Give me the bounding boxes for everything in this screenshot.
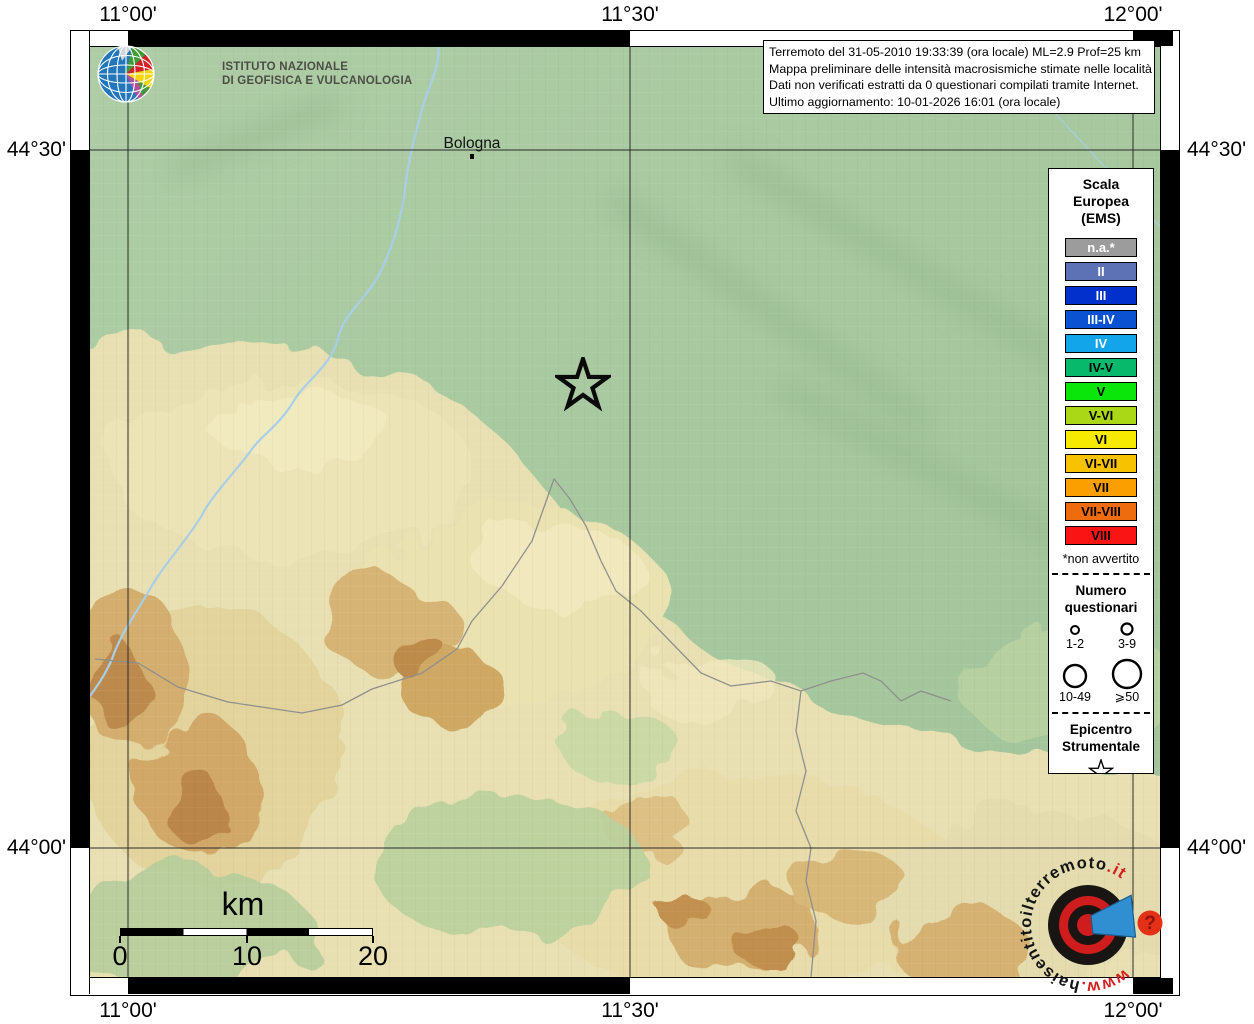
frame-band-bottom-left (128, 978, 630, 994)
lon-label-top-2: 12°00' (1103, 3, 1163, 26)
question-mark-badge: ? (1137, 910, 1163, 936)
lat-label-right-0: 44°30' (1187, 138, 1247, 161)
legend-class-ii: II (1049, 259, 1153, 283)
admin-boundary-south (795, 690, 817, 977)
river (90, 47, 440, 698)
epicenter-star (555, 357, 611, 412)
legend-class-iii-iv: III-IV (1049, 307, 1153, 331)
hills (90, 339, 1160, 977)
circle-xlarge-icon (1111, 658, 1143, 690)
lat-label-right-1: 44°00' (1187, 836, 1247, 859)
map-area: Bologna (89, 46, 1161, 978)
svg-text:?: ? (1144, 913, 1156, 934)
scalebar-label-10: 10 (231, 941, 263, 971)
frame-band-left (71, 150, 89, 848)
legend-questionnaires-title: Numero questionari (1064, 583, 1138, 615)
legend-class-viii: VIII (1049, 523, 1153, 547)
admin-boundary (94, 477, 952, 714)
size-50plus: ⩾50 (1101, 658, 1153, 705)
legend-title: Scala Europea (EMS) (1072, 176, 1129, 226)
circle-small-icon (1070, 625, 1080, 635)
frame-corner-line (1172, 31, 1173, 46)
haisentitoilterremoto-logo: ? www.haisentitoilterremoto.it (1017, 854, 1163, 996)
legend-footnote: *non avvertito (1062, 552, 1140, 566)
ingv-org-line1: ISTITUTO NAZIONALE (222, 59, 349, 73)
frame-band-top-left (128, 31, 630, 46)
info-line-questionnaires: Dati non verificati estratti da 0 questi… (769, 78, 1139, 92)
lat-label-left-0: 44°30' (6, 138, 66, 161)
legend-divider (1052, 712, 1150, 714)
frame-corner-line (89, 31, 90, 46)
legend-class-na: n.a.* (1049, 235, 1153, 259)
lon-label-bottom-0: 11°00' (99, 999, 157, 1022)
star-icon (1087, 757, 1115, 773)
legend-divider (1052, 573, 1150, 575)
legend-class-v: V (1049, 379, 1153, 403)
size-3-9: 3-9 (1101, 621, 1153, 652)
frame-corner-line (89, 978, 90, 994)
ingv-logo-block: ISTITUTO NAZIONALE DI GEOFISICA E VULCAN… (96, 44, 420, 104)
megaphone-icon (1090, 894, 1137, 938)
legend-panel: Scala Europea (EMS) n.a.* II III III-IV … (1048, 168, 1154, 774)
size-10-49: 10-49 (1049, 658, 1101, 705)
scalebar-label-0: 0 (112, 941, 128, 971)
legend-circle-sizes: 1-2 3-9 10-49 ⩾50 (1049, 621, 1153, 705)
frame-band-right (1161, 150, 1179, 848)
lon-label-bottom-2: 12°00' (1103, 999, 1163, 1022)
legend-class-iv-v: IV-V (1049, 355, 1153, 379)
lon-label-top-1: 11°30' (601, 3, 659, 26)
legend-class-list: n.a.* II III III-IV IV IV-V V V-VI VI VI… (1049, 235, 1153, 547)
legend-epicenter-title: Epicentro Strumentale (1061, 722, 1141, 754)
scalebar (120, 928, 373, 936)
legend-class-vi: VI (1049, 427, 1153, 451)
legend-class-vii-viii: VII-VIII (1049, 499, 1153, 523)
ingv-org-name: ISTITUTO NAZIONALE DI GEOFISICA E VULCAN… (222, 59, 413, 87)
lon-label-bottom-1: 11°30' (601, 999, 659, 1022)
city-marker (470, 154, 474, 159)
legend-class-v-vi: V-VI (1049, 403, 1153, 427)
info-line-map-type: Mappa preliminare delle intensità macros… (769, 61, 1152, 76)
scalebar-unit: km (221, 886, 265, 922)
scalebar-tick (246, 936, 248, 943)
terrain-relief (90, 47, 1160, 977)
circle-medium-icon (1120, 622, 1134, 636)
scalebar-tick (372, 936, 374, 943)
legend-class-iv: IV (1049, 331, 1153, 355)
legend-epicenter-star (1049, 757, 1153, 773)
ingv-globe-icon (97, 45, 155, 103)
scalebar-label-20: 20 (357, 941, 389, 971)
size-1-2: 1-2 (1049, 621, 1101, 652)
scalebar-tick (119, 936, 121, 943)
info-line-updated: Ultimo aggiornamento: 10-01-2026 16:01 (… (769, 94, 1061, 109)
frame-corner-line (1172, 978, 1173, 994)
lon-label-top-0: 11°00' (99, 3, 157, 26)
circle-large-icon (1062, 663, 1088, 689)
lat-label-left-1: 44°00' (6, 836, 66, 859)
legend-class-iii: III (1049, 283, 1153, 307)
frame-band-bottom-right (1133, 978, 1172, 994)
city-label: Bologna (443, 135, 501, 152)
legend-class-vii: VII (1049, 475, 1153, 499)
legend-class-vi-vii: VI-VII (1049, 451, 1153, 475)
ingv-org-line2: DI GEOFISICA E VULCANOLOGIA (222, 72, 413, 87)
event-info-box: Terremoto del 31-05-2010 19:33:39 (ora l… (763, 40, 1155, 114)
info-line-event: Terremoto del 31-05-2010 19:33:39 (ora l… (769, 45, 1141, 59)
